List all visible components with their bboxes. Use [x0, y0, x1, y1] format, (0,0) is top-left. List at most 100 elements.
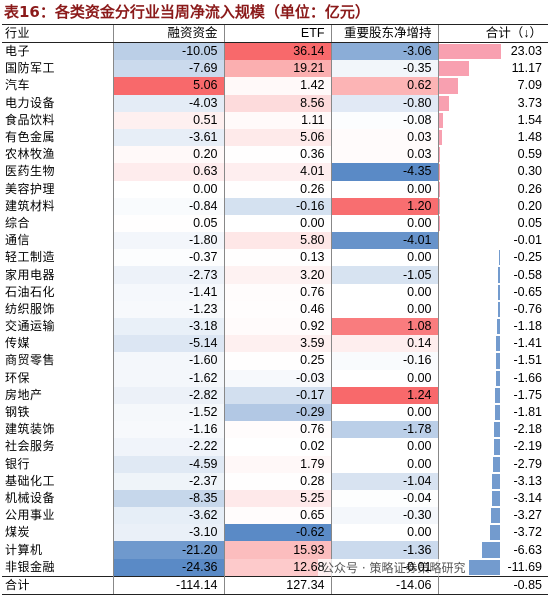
holders-cell: 0.62 — [331, 77, 438, 94]
etf-cell: 1.79 — [224, 456, 331, 473]
margin-cell: -10.05 — [113, 43, 224, 61]
industry-cell-value: 有色金属 — [5, 130, 55, 144]
industry-cell: 交通运输 — [2, 318, 113, 335]
total-data-bar — [494, 439, 500, 454]
margin-cell-value: -1.60 — [189, 353, 218, 367]
holders-cell: -0.08 — [331, 112, 438, 129]
etf-cell-value: 0.02 — [300, 439, 324, 453]
industry-cell-value: 建筑材料 — [5, 199, 55, 213]
industry-cell-value: 合计 — [5, 578, 30, 592]
industry-cell: 汽车 — [2, 77, 113, 94]
holders-cell: -0.04 — [331, 490, 438, 507]
etf-cell-value: 0.46 — [300, 302, 324, 316]
total-cell-value: -11.69 — [507, 560, 542, 574]
margin-cell-value: -3.61 — [189, 130, 218, 144]
margin-cell: -1.41 — [113, 284, 224, 301]
industry-cell: 钢铁 — [2, 404, 113, 421]
total-cell: 1.48 — [438, 129, 548, 146]
margin-cell-value: -4.03 — [189, 96, 218, 110]
industry-cell: 合计 — [2, 576, 113, 594]
total-cell: -1.51 — [438, 352, 548, 369]
margin-cell: -2.37 — [113, 473, 224, 490]
margin-cell: -1.16 — [113, 421, 224, 438]
etf-cell: 36.14 — [224, 43, 331, 61]
total-data-bar — [496, 353, 500, 368]
holders-cell: -0.30 — [331, 507, 438, 524]
margin-cell-value: -3.62 — [189, 508, 218, 522]
holders-cell: 0.00 — [331, 456, 438, 473]
margin-cell-value: -0.84 — [189, 199, 218, 213]
holders-cell: 0.00 — [331, 524, 438, 541]
total-cell-value: -6.63 — [514, 543, 543, 557]
etf-cell-value: 0.25 — [300, 353, 324, 367]
margin-cell: -2.22 — [113, 438, 224, 455]
industry-cell: 建筑装饰 — [2, 421, 113, 438]
holders-cell: 0.00 — [331, 404, 438, 421]
industry-cell: 石油石化 — [2, 284, 113, 301]
total-data-bar — [439, 44, 501, 59]
total-data-bar — [469, 560, 500, 575]
industry-cell-value: 电子 — [5, 44, 30, 58]
margin-cell-value: -10.05 — [182, 44, 217, 58]
margin-cell: 0.63 — [113, 163, 224, 180]
total-cell: -1.18 — [438, 318, 548, 335]
total-data-bar — [439, 147, 441, 162]
margin-cell-value: -1.23 — [189, 302, 218, 316]
etf-cell-value: 19.21 — [293, 61, 324, 75]
etf-cell-value: 127.34 — [286, 578, 324, 592]
etf-cell-value: 0.76 — [300, 285, 324, 299]
etf-cell-value: 5.25 — [300, 491, 324, 505]
holders-cell-value: 0.03 — [407, 130, 431, 144]
total-cell: 11.17 — [438, 60, 548, 77]
header-total: 合计（↓） — [438, 25, 548, 43]
total-cell: -2.18 — [438, 421, 548, 438]
margin-cell-value: -24.36 — [182, 560, 217, 574]
holders-cell-value: 0.00 — [407, 525, 431, 539]
margin-cell: -0.37 — [113, 249, 224, 266]
total-cell: -3.13 — [438, 473, 548, 490]
margin-cell: -3.62 — [113, 507, 224, 524]
holders-cell-value: -3.06 — [403, 44, 432, 58]
total-cell-value: -1.41 — [514, 336, 543, 350]
holders-cell: -4.35 — [331, 163, 438, 180]
industry-cell: 电子 — [2, 43, 113, 61]
industry-cell-value: 银行 — [5, 457, 30, 471]
etf-cell: 5.06 — [224, 129, 331, 146]
holders-cell: 0.00 — [331, 181, 438, 198]
holders-cell: -14.06 — [331, 576, 438, 594]
etf-cell-value: 3.59 — [300, 336, 324, 350]
total-cell-value: -3.72 — [514, 525, 543, 539]
margin-cell-value: 0.05 — [193, 216, 217, 230]
holders-cell: 0.00 — [331, 215, 438, 232]
total-cell-value: 7.09 — [518, 78, 542, 92]
margin-cell-value: -2.22 — [189, 439, 218, 453]
total-cell: 0.30 — [438, 163, 548, 180]
holders-cell-value: -4.35 — [403, 164, 432, 178]
etf-cell-value: 1.11 — [301, 113, 324, 127]
etf-cell-value: 5.80 — [300, 233, 324, 247]
holders-cell: 0.00 — [331, 284, 438, 301]
industry-cell-value: 汽车 — [5, 78, 30, 92]
margin-cell-value: 0.00 — [193, 182, 217, 196]
total-cell-value: -1.81 — [514, 405, 543, 419]
industry-cell-value: 纺织服饰 — [5, 302, 55, 316]
etf-cell-value: 0.26 — [300, 182, 324, 196]
holders-cell-value: -1.36 — [403, 543, 432, 557]
margin-cell-value: -1.52 — [189, 405, 218, 419]
margin-cell: -0.84 — [113, 198, 224, 215]
etf-cell-value: 12.68 — [293, 560, 324, 574]
total-cell-value: 23.03 — [511, 44, 542, 58]
header-margin: 融资资金 — [113, 25, 224, 43]
holders-cell: 0.00 — [331, 438, 438, 455]
industry-cell: 房地产 — [2, 387, 113, 404]
